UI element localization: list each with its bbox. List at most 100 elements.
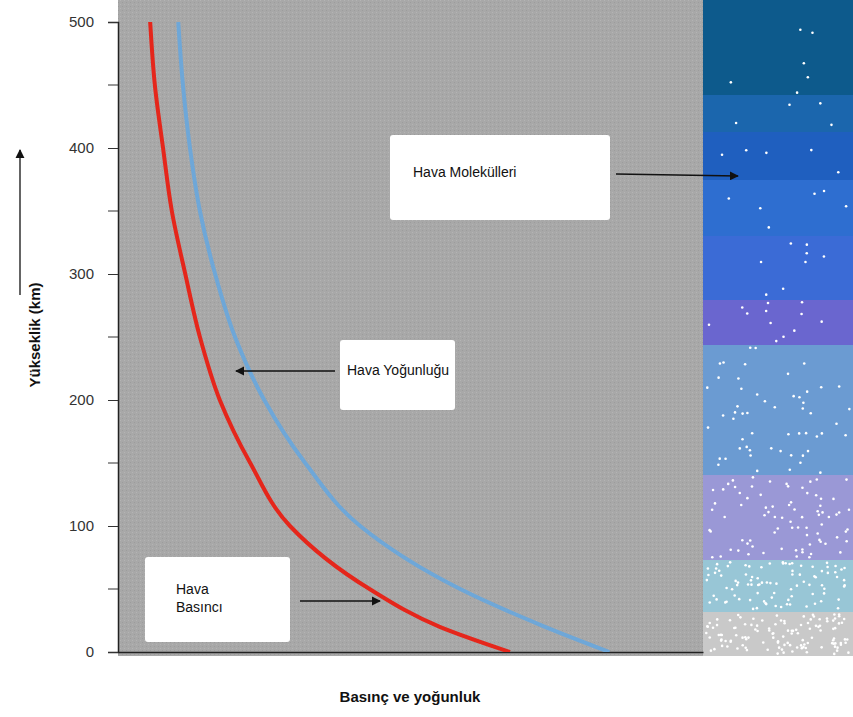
y-tick-label: 100 <box>69 517 94 534</box>
molecule-dot <box>838 511 841 514</box>
molecule-dot <box>727 565 730 568</box>
molecule-dot <box>798 432 801 435</box>
molecule-dot <box>715 598 718 601</box>
y-tick: 300 <box>69 265 118 282</box>
molecule-dot <box>809 480 812 483</box>
y-minor-tick <box>108 463 118 464</box>
molecule-dot <box>818 514 821 517</box>
molecule-dot <box>797 526 800 529</box>
molecule-dot <box>821 570 824 573</box>
molecule-dot <box>800 565 803 568</box>
molecule-dot <box>761 619 764 622</box>
molecule-dot <box>837 171 840 174</box>
molecule-dot <box>737 581 740 584</box>
molecule-dot <box>779 450 782 453</box>
molecule-dot <box>741 306 744 309</box>
molecule-dot <box>804 647 807 650</box>
molecule-dot <box>706 386 709 389</box>
y-tick-label: 200 <box>69 391 94 408</box>
molecule-dot <box>708 323 711 326</box>
molecule-dot <box>765 506 768 509</box>
molecule-dot <box>765 293 768 296</box>
chart: 0100200300400500Hava YoğunluğuHavaBasınc… <box>0 0 853 717</box>
molecule-dot <box>717 463 720 466</box>
molecule-dot <box>724 640 727 643</box>
molecule-dot <box>787 373 790 376</box>
molecule-dot <box>760 566 763 569</box>
molecule-dot <box>800 644 803 647</box>
molecule-dot <box>767 302 770 305</box>
molecule-dot <box>796 646 799 649</box>
molecule-dot <box>776 527 779 530</box>
annotation-box <box>145 557 290 642</box>
molecule-dot <box>736 584 739 587</box>
molecule-dot <box>778 646 781 649</box>
molecule-dot <box>722 361 725 364</box>
molecule-dot <box>832 639 835 642</box>
molecule-dot <box>845 205 848 208</box>
molecule-dot <box>745 446 748 449</box>
molecule-panel <box>703 0 853 656</box>
band <box>703 132 853 180</box>
molecule-dot <box>803 62 806 65</box>
molecule-dot <box>806 651 809 654</box>
molecule-dot <box>772 632 775 635</box>
molecule-dot <box>734 486 737 489</box>
molecule-dot <box>841 621 844 624</box>
molecule-dot <box>809 543 812 546</box>
molecule-dot <box>756 630 759 633</box>
molecule-dot <box>771 505 774 508</box>
molecule-dot <box>710 649 713 652</box>
molecule-dot <box>830 124 833 127</box>
molecule-dot <box>782 635 785 638</box>
molecule-dot <box>799 573 802 576</box>
molecule-dot <box>815 494 818 497</box>
molecule-dot <box>772 636 775 639</box>
molecule-dot <box>749 539 752 542</box>
molecule-dot <box>751 485 754 488</box>
molecule-dot <box>780 548 783 551</box>
molecule-dot <box>732 479 735 482</box>
molecule-dot <box>718 569 721 572</box>
band <box>703 95 853 132</box>
molecule-dot <box>826 562 829 565</box>
molecule-dot <box>836 536 839 539</box>
molecule-dot <box>717 376 720 379</box>
x-axis-title: Basınç ve yoğunluk <box>340 688 482 705</box>
molecule-dot <box>735 634 738 637</box>
molecule-dot <box>734 627 737 630</box>
molecule-dot <box>769 480 772 483</box>
molecule-dot <box>748 565 751 568</box>
molecule-dot <box>788 563 791 566</box>
molecule-dot <box>737 377 740 380</box>
molecule-dot <box>832 619 835 622</box>
molecule-dot <box>738 598 741 601</box>
molecule-dot <box>765 310 768 313</box>
molecule-dot <box>787 485 790 488</box>
molecule-dot <box>789 603 792 606</box>
molecule-dot <box>756 577 759 580</box>
molecule-dot <box>721 153 724 156</box>
molecule-dot <box>807 76 810 79</box>
molecule-dot <box>739 447 742 450</box>
molecule-dot <box>795 628 798 631</box>
molecule-dot <box>773 531 776 534</box>
molecule-dot <box>798 396 801 399</box>
molecule-dot <box>787 629 790 632</box>
molecule-dot <box>802 646 805 649</box>
molecule-dot <box>790 595 793 598</box>
y-minor-tick <box>108 85 118 86</box>
molecule-dot <box>745 149 748 152</box>
molecule-dot <box>831 642 834 645</box>
molecule-dot <box>756 624 759 627</box>
molecule-dot <box>714 572 717 575</box>
molecule-dot <box>791 526 794 529</box>
molecule-dot <box>801 301 804 304</box>
molecule-dot <box>801 548 804 551</box>
molecule-dot <box>724 457 727 460</box>
molecule-dot <box>760 261 763 264</box>
molecule-dot <box>773 592 776 595</box>
molecule-dot <box>719 362 722 365</box>
molecule-dot <box>838 622 841 625</box>
molecule-dot <box>746 649 749 652</box>
